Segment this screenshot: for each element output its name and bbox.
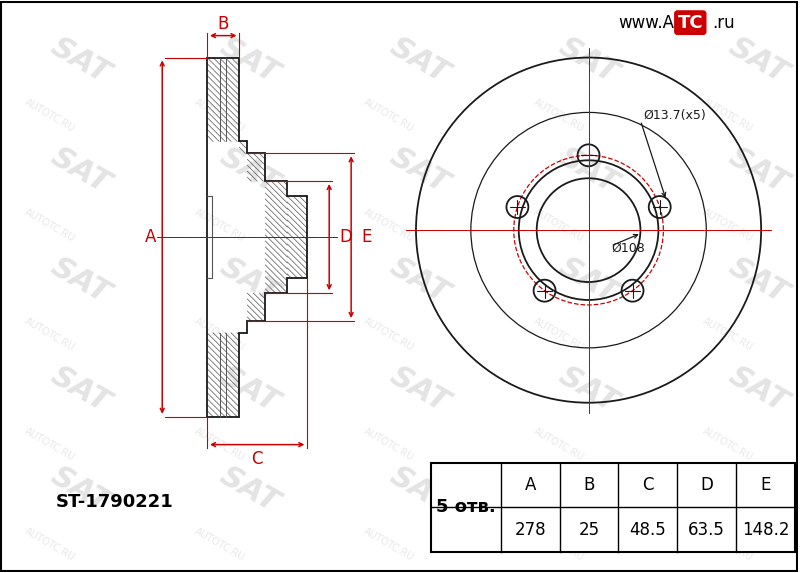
Text: SAT: SAT bbox=[45, 252, 114, 308]
Text: ST-1790221: ST-1790221 bbox=[56, 493, 174, 512]
Text: SAT: SAT bbox=[214, 142, 284, 199]
Text: SAT: SAT bbox=[723, 362, 793, 418]
Text: SAT: SAT bbox=[45, 461, 114, 518]
Text: B: B bbox=[583, 476, 594, 494]
Text: 48.5: 48.5 bbox=[630, 521, 666, 539]
Text: 278: 278 bbox=[514, 521, 546, 539]
Text: AUTOTC.RU: AUTOTC.RU bbox=[532, 207, 586, 244]
Text: SAT: SAT bbox=[214, 252, 284, 308]
Text: SAT: SAT bbox=[723, 252, 793, 308]
Text: AUTOTC.RU: AUTOTC.RU bbox=[193, 426, 246, 463]
Text: AUTOTC.RU: AUTOTC.RU bbox=[23, 426, 77, 463]
Text: 25: 25 bbox=[578, 521, 600, 539]
Bar bbox=[431, 462, 795, 552]
Text: AUTOTC.RU: AUTOTC.RU bbox=[23, 526, 77, 563]
Text: AUTOTC.RU: AUTOTC.RU bbox=[532, 97, 586, 134]
Text: AUTOTC.RU: AUTOTC.RU bbox=[193, 316, 246, 354]
Text: SAT: SAT bbox=[554, 142, 623, 199]
Text: AUTOTC.RU: AUTOTC.RU bbox=[362, 207, 416, 244]
Text: AUTOTC.RU: AUTOTC.RU bbox=[23, 97, 77, 134]
Text: SAT: SAT bbox=[723, 461, 793, 518]
Text: D: D bbox=[700, 476, 714, 494]
Text: AUTOTC.RU: AUTOTC.RU bbox=[362, 316, 416, 354]
Text: AUTOTC.RU: AUTOTC.RU bbox=[193, 97, 246, 134]
Text: SAT: SAT bbox=[214, 461, 284, 518]
Text: 63.5: 63.5 bbox=[688, 521, 726, 539]
Text: 5 отв.: 5 отв. bbox=[436, 499, 496, 516]
Text: 148.2: 148.2 bbox=[742, 521, 790, 539]
Text: SAT: SAT bbox=[214, 362, 284, 418]
Text: AUTOTC.RU: AUTOTC.RU bbox=[702, 97, 755, 134]
Text: AUTOTC.RU: AUTOTC.RU bbox=[702, 526, 755, 563]
Text: AUTOTC.RU: AUTOTC.RU bbox=[193, 207, 246, 244]
Text: SAT: SAT bbox=[214, 32, 284, 89]
Text: AUTOTC.RU: AUTOTC.RU bbox=[23, 316, 77, 354]
Text: AUTOTC.RU: AUTOTC.RU bbox=[532, 426, 586, 463]
Text: SAT: SAT bbox=[45, 32, 114, 89]
Text: E: E bbox=[361, 228, 371, 246]
Text: Ø108: Ø108 bbox=[611, 242, 646, 254]
Text: B: B bbox=[218, 15, 229, 33]
Text: AUTOTC.RU: AUTOTC.RU bbox=[702, 316, 755, 354]
Text: SAT: SAT bbox=[45, 142, 114, 199]
Text: SAT: SAT bbox=[384, 362, 454, 418]
Text: D: D bbox=[339, 228, 352, 246]
Text: Ø13.7(x5): Ø13.7(x5) bbox=[643, 109, 706, 122]
Text: AUTOTC.RU: AUTOTC.RU bbox=[362, 526, 416, 563]
Text: SAT: SAT bbox=[384, 142, 454, 199]
Text: A: A bbox=[525, 476, 536, 494]
Text: SAT: SAT bbox=[384, 252, 454, 308]
Text: SAT: SAT bbox=[554, 461, 623, 518]
Text: TC: TC bbox=[678, 14, 703, 32]
Text: AUTOTC.RU: AUTOTC.RU bbox=[362, 97, 416, 134]
Text: C: C bbox=[251, 450, 263, 468]
Text: AUTOTC.RU: AUTOTC.RU bbox=[532, 316, 586, 354]
Text: AUTOTC.RU: AUTOTC.RU bbox=[532, 526, 586, 563]
Text: C: C bbox=[642, 476, 654, 494]
Text: SAT: SAT bbox=[554, 362, 623, 418]
Text: SAT: SAT bbox=[384, 461, 454, 518]
Text: AUTOTC.RU: AUTOTC.RU bbox=[362, 426, 416, 463]
Text: A: A bbox=[145, 228, 156, 246]
Text: www.Auto: www.Auto bbox=[618, 14, 702, 32]
Text: AUTOTC.RU: AUTOTC.RU bbox=[23, 207, 77, 244]
Text: SAT: SAT bbox=[554, 252, 623, 308]
Text: SAT: SAT bbox=[554, 32, 623, 89]
Text: SAT: SAT bbox=[723, 32, 793, 89]
Text: .ru: .ru bbox=[712, 14, 735, 32]
Text: AUTOTC.RU: AUTOTC.RU bbox=[702, 426, 755, 463]
Text: AUTOTC.RU: AUTOTC.RU bbox=[193, 526, 246, 563]
Text: SAT: SAT bbox=[384, 32, 454, 89]
Text: SAT: SAT bbox=[723, 142, 793, 199]
Text: E: E bbox=[761, 476, 771, 494]
Text: SAT: SAT bbox=[45, 362, 114, 418]
Text: AUTOTC.RU: AUTOTC.RU bbox=[702, 207, 755, 244]
